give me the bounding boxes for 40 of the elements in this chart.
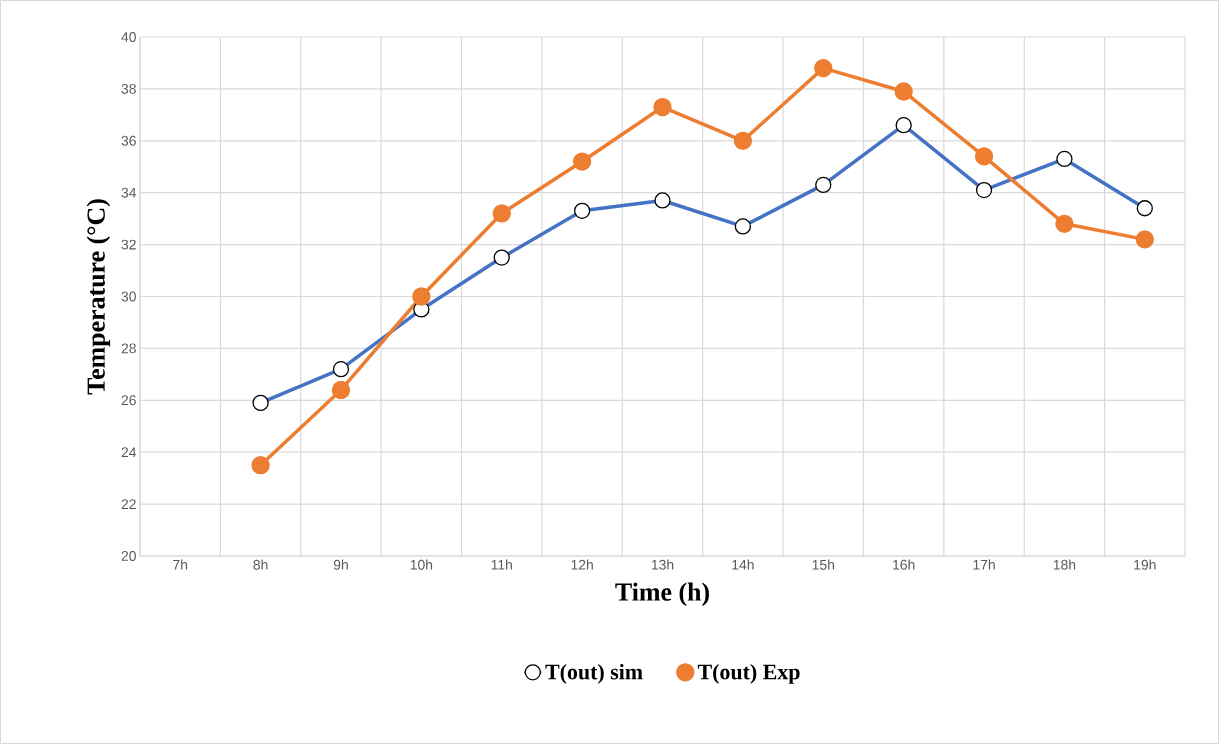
y-axis-title: Temperature (°C)	[86, 199, 111, 395]
y-tick-label: 24	[121, 447, 137, 458]
point	[251, 456, 270, 475]
x-tick-label: 8h	[253, 559, 268, 570]
point	[814, 58, 833, 78]
x-tick-label: 18h	[1053, 559, 1076, 570]
point	[894, 82, 913, 101]
point	[653, 97, 672, 117]
x-axis-title: Time (h)	[615, 582, 709, 607]
x-tick-label: 13h	[651, 559, 674, 570]
x-tick-label: 17h	[973, 559, 995, 570]
y-tick-label: 38	[121, 83, 136, 94]
y-tick-label: 36	[121, 135, 136, 146]
y-tick-label: 22	[121, 499, 136, 509]
x-tick-label: 7h	[173, 559, 188, 570]
legend-label: T(out) Exp	[697, 663, 800, 684]
x-tick-label: 9h	[333, 559, 348, 570]
y-tick-label: 34	[121, 187, 137, 198]
x-tick-label: 12h	[571, 559, 593, 570]
y-tick-label: 40	[121, 32, 136, 42]
point	[974, 147, 994, 166]
point	[412, 287, 431, 306]
x-tick-label: 11h	[491, 559, 512, 570]
y-tick-label: 26	[121, 395, 136, 406]
y-tick-label: 28	[121, 343, 136, 354]
y-tick-label: 30	[121, 291, 136, 302]
x-tick-label: 14h	[732, 559, 754, 570]
point	[733, 131, 753, 150]
y-tick-label: 32	[121, 239, 136, 250]
x-tick-label: 16h	[893, 559, 915, 570]
x-tick-label: 15h	[812, 559, 835, 570]
point	[1055, 214, 1074, 233]
legend-label: T(out) sim	[545, 663, 643, 684]
x-tick-label: 10h	[410, 559, 433, 570]
point	[572, 152, 592, 171]
point	[1135, 230, 1154, 249]
y-tick-label: 20	[121, 551, 136, 561]
point	[331, 380, 351, 400]
x-tick-label: 19h	[1134, 559, 1156, 570]
point	[492, 204, 511, 223]
